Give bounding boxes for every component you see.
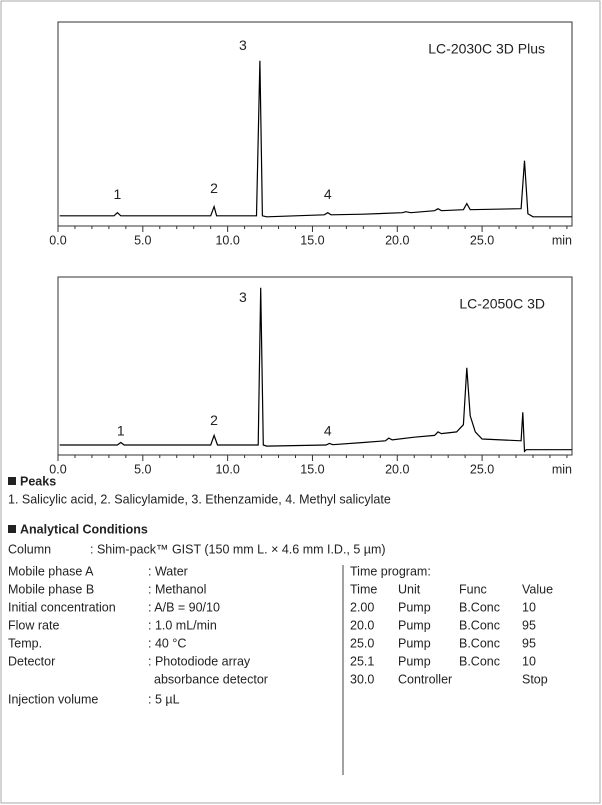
time-program-cell: Stop xyxy=(522,672,548,686)
condition-value: : Photodiode array xyxy=(148,654,251,668)
peak-label: 1 xyxy=(117,423,125,439)
bullet xyxy=(8,477,16,485)
x-tick-label: 20.0 xyxy=(385,233,409,247)
peak-label: 4 xyxy=(324,423,332,439)
time-program-cell: Pump xyxy=(398,600,431,614)
time-program-header: Unit xyxy=(398,582,421,596)
time-program-header: Func xyxy=(459,582,487,596)
condition-value: : Methanol xyxy=(148,582,206,596)
time-program-cell: 95 xyxy=(522,636,536,650)
time-program-cell: 10 xyxy=(522,654,536,668)
x-tick-label: 10.0 xyxy=(215,233,239,247)
time-program-cell: Pump xyxy=(398,636,431,650)
time-program-cell: B.Conc xyxy=(459,636,500,650)
time-program-cell: Pump xyxy=(398,654,431,668)
x-tick-label: 15.0 xyxy=(300,233,324,247)
x-tick-label: 25.0 xyxy=(470,462,494,476)
chromatogram-trace xyxy=(59,287,572,453)
x-tick-label: 25.0 xyxy=(470,233,494,247)
time-program-cell: 2.00 xyxy=(350,600,374,614)
x-tick-label: 15.0 xyxy=(300,462,324,476)
condition-label: Mobile phase B xyxy=(8,582,94,596)
condition-label: Injection volume xyxy=(8,692,98,706)
plot-frame xyxy=(57,276,573,456)
condition-value: : Shim-pack™ GIST (150 mm L. × 4.6 mm I.… xyxy=(90,542,386,556)
condition-label: Initial concentration xyxy=(8,600,116,614)
peak-label: 2 xyxy=(210,412,218,428)
x-tick-label: 5.0 xyxy=(134,462,151,476)
condition-value: : Water xyxy=(148,564,188,578)
peak-label: 1 xyxy=(113,186,121,202)
x-tick-label: 0.0 xyxy=(49,462,66,476)
time-program-cell: Pump xyxy=(398,618,431,632)
time-program-cell: 95 xyxy=(522,618,536,632)
x-axis-label: min xyxy=(552,462,572,476)
condition-value: : 40 °C xyxy=(148,636,186,650)
time-program-header: Time xyxy=(350,582,377,596)
bullet xyxy=(8,525,16,533)
time-program-cell: B.Conc xyxy=(459,618,500,632)
condition-value: : A/B = 90/10 xyxy=(148,600,220,614)
condition-label: Flow rate xyxy=(8,618,59,632)
condition-value: : 5 µL xyxy=(148,692,180,706)
peak-label: 4 xyxy=(324,186,332,202)
instrument-label: LC-2030C 3D Plus xyxy=(428,41,545,57)
time-program-cell: 30.0 xyxy=(350,672,374,686)
instrument-label: LC-2050C 3D xyxy=(459,296,545,312)
x-tick-label: 0.0 xyxy=(49,233,66,247)
time-program-cell: 25.1 xyxy=(350,654,374,668)
condition-label: Mobile phase A xyxy=(8,564,94,578)
plot-frame xyxy=(57,21,573,227)
peak-label: 3 xyxy=(239,289,247,305)
time-program-cell: 10 xyxy=(522,600,536,614)
chromatogram-trace xyxy=(59,60,572,218)
section-heading: Peaks xyxy=(20,474,56,488)
condition-label: Column xyxy=(8,542,51,556)
condition-label: Temp. xyxy=(8,636,42,650)
peak-label: 3 xyxy=(239,37,247,53)
time-program-cell: 25.0 xyxy=(350,636,374,650)
peaks-text: 1. Salicylic acid, 2. Salicylamide, 3. E… xyxy=(8,492,391,506)
time-program-title: Time program: xyxy=(350,564,431,578)
time-program-cell: Controller xyxy=(398,672,452,686)
peak-label: 2 xyxy=(210,180,218,196)
time-program-cell: B.Conc xyxy=(459,600,500,614)
time-program-cell: B.Conc xyxy=(459,654,500,668)
condition-value: absorbance detector xyxy=(154,672,268,686)
x-tick-label: 10.0 xyxy=(215,462,239,476)
section-heading: Analytical Conditions xyxy=(20,522,148,536)
x-tick-label: 5.0 xyxy=(134,233,151,247)
x-axis-label: min xyxy=(552,233,572,247)
time-program-header: Value xyxy=(522,582,553,596)
time-program-cell: 20.0 xyxy=(350,618,374,632)
x-tick-label: 20.0 xyxy=(385,462,409,476)
condition-value: : 1.0 mL/min xyxy=(148,618,217,632)
condition-label: Detector xyxy=(8,654,55,668)
